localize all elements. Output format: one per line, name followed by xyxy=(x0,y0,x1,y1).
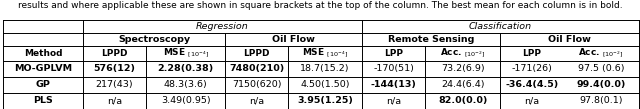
Text: 24.4(6.4): 24.4(6.4) xyxy=(441,80,484,89)
Text: 82.0(0.0): 82.0(0.0) xyxy=(438,96,487,105)
Text: -171(26): -171(26) xyxy=(511,64,552,73)
Text: PLS: PLS xyxy=(33,96,53,105)
Text: n/a: n/a xyxy=(107,96,122,105)
Text: LPP: LPP xyxy=(384,49,403,58)
Text: n/a: n/a xyxy=(386,96,401,105)
Text: 99.4(0.0): 99.4(0.0) xyxy=(576,80,626,89)
Text: Spectroscopy: Spectroscopy xyxy=(118,35,190,44)
Text: MO-GPLVM: MO-GPLVM xyxy=(14,64,72,73)
Text: Method: Method xyxy=(24,49,62,58)
Text: LPPD: LPPD xyxy=(101,49,127,58)
Text: 7480(210): 7480(210) xyxy=(229,64,284,73)
Text: Oil Flow: Oil Flow xyxy=(272,35,315,44)
Text: 97.8(0.1): 97.8(0.1) xyxy=(579,96,623,105)
Text: 18.7(15.2): 18.7(15.2) xyxy=(300,64,350,73)
Text: 97.5 (0.6): 97.5 (0.6) xyxy=(578,64,624,73)
Text: 3.95(1.25): 3.95(1.25) xyxy=(297,96,353,105)
Text: 2.28(0.38): 2.28(0.38) xyxy=(157,64,214,73)
Text: Regression: Regression xyxy=(196,22,249,31)
Text: -144(13): -144(13) xyxy=(371,80,417,89)
Text: 3.49(0.95): 3.49(0.95) xyxy=(161,96,211,105)
Text: Remote Sensing: Remote Sensing xyxy=(388,35,474,44)
Text: Classification: Classification xyxy=(469,22,532,31)
Text: 4.50(1.50): 4.50(1.50) xyxy=(300,80,350,89)
Text: n/a: n/a xyxy=(524,96,540,105)
Text: GP: GP xyxy=(36,80,51,89)
Text: 73.2(6.9): 73.2(6.9) xyxy=(441,64,484,73)
Text: -170(51): -170(51) xyxy=(373,64,414,73)
Text: -36.4(4.5): -36.4(4.5) xyxy=(505,80,559,89)
Text: 7150(620): 7150(620) xyxy=(232,80,282,89)
Text: 217(43): 217(43) xyxy=(95,80,133,89)
Text: LPPD: LPPD xyxy=(244,49,270,58)
Text: MSE $_{[10^{-4}]}$: MSE $_{[10^{-4}]}$ xyxy=(302,47,348,60)
Text: Acc. $_{[10^{-2}]}$: Acc. $_{[10^{-2}]}$ xyxy=(579,47,624,60)
Text: LPP: LPP xyxy=(522,49,541,58)
Text: n/a: n/a xyxy=(249,96,264,105)
Text: MSE $_{[10^{-4}]}$: MSE $_{[10^{-4}]}$ xyxy=(163,47,209,60)
Text: Acc. $_{[10^{-2}]}$: Acc. $_{[10^{-2}]}$ xyxy=(440,47,485,60)
Text: 576(12): 576(12) xyxy=(93,64,135,73)
Text: Oil Flow: Oil Flow xyxy=(548,35,591,44)
Text: 48.3(3.6): 48.3(3.6) xyxy=(164,80,207,89)
Text: results and where applicable these are shown in square brackets at the top of th: results and where applicable these are s… xyxy=(18,1,622,10)
